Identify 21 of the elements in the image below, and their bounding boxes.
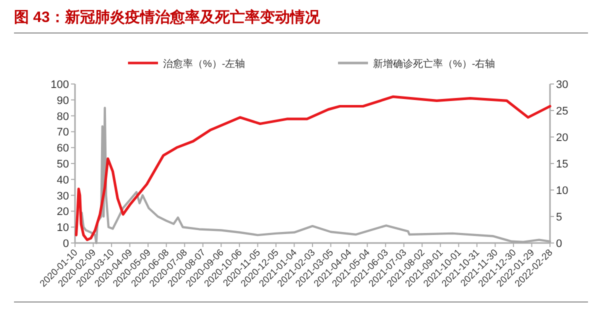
legend-label: 新增确诊死亡率（%）-右轴 xyxy=(373,58,496,70)
y-tick-label: 50 xyxy=(56,158,69,170)
y-tick-label: 60 xyxy=(56,142,69,155)
title: 图 43：新冠肺炎疫情治愈率及死亡率变动情况 xyxy=(14,9,320,26)
y2-tick-label: 0 xyxy=(556,238,562,250)
y-tick-label: 100 xyxy=(50,79,69,91)
y-tick-label: 80 xyxy=(56,110,69,123)
y-tick-label: 70 xyxy=(56,126,69,139)
y2-tick-label: 5 xyxy=(556,212,562,224)
y-tick-label: 10 xyxy=(56,222,69,234)
y2-tick-label: 20 xyxy=(556,132,568,144)
y-tick-label: 20 xyxy=(56,206,69,218)
y-tick-label: 30 xyxy=(56,190,69,202)
y2-tick-label: 25 xyxy=(556,106,568,118)
y-tick-label: 90 xyxy=(56,94,69,107)
y-tick-label: 0 xyxy=(62,238,69,250)
y2-tick-label: 15 xyxy=(556,158,568,170)
legend-label: 治愈率（%）-左轴 xyxy=(163,58,246,70)
y-tick-label: 40 xyxy=(56,174,69,186)
y2-tick-label: 30 xyxy=(556,79,568,91)
y2-tick-label: 10 xyxy=(556,185,568,197)
